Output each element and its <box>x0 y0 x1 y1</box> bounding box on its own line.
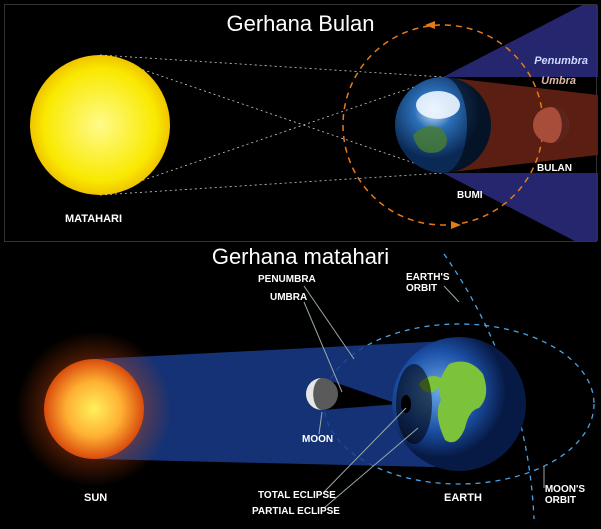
solar-eclipse-panel: Gerhana matahari SUN MOON EARTH PENUMBRA… <box>4 244 597 525</box>
total-eclipse-label: TOTAL ECLIPSE <box>258 490 336 501</box>
moon-orbit-label: MOON'S ORBIT <box>545 484 585 506</box>
umbra-label-top: Umbra <box>541 75 576 87</box>
sun-label-bot: SUN <box>84 492 107 504</box>
penumbra-label-bot: PENUMBRA <box>258 274 316 285</box>
moon-label-top: BULAN <box>537 163 572 174</box>
penumbra-label-top: Penumbra <box>534 55 588 67</box>
lunar-eclipse-panel: Gerhana Bulan MATAHARI BUMI BULAN Penumb… <box>4 4 597 242</box>
earth-label-top: BUMI <box>457 190 483 201</box>
lunar-title: Gerhana Bulan <box>5 11 596 37</box>
earth-label-bot: EARTH <box>444 492 482 504</box>
sun-label-top: MATAHARI <box>65 213 122 225</box>
solar-title: Gerhana matahari <box>4 244 597 270</box>
solar-eclipse-svg <box>4 244 597 525</box>
partial-eclipse-label: PARTIAL ECLIPSE <box>252 506 340 517</box>
eclipse-diagram: Gerhana Bulan MATAHARI BUMI BULAN Penumb… <box>0 0 601 529</box>
earth-orbit-label: EARTH'S ORBIT <box>406 272 450 294</box>
lunar-eclipse-svg <box>5 5 598 241</box>
moon-label-bot: MOON <box>302 434 333 445</box>
umbra-label-bot: UMBRA <box>270 292 307 303</box>
